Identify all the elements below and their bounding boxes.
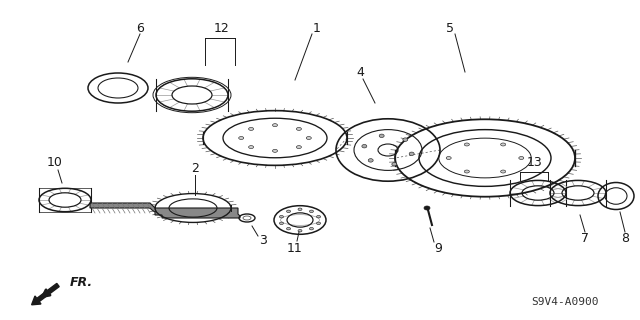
Ellipse shape — [310, 228, 314, 230]
Ellipse shape — [280, 222, 284, 225]
Ellipse shape — [298, 229, 302, 232]
Ellipse shape — [298, 208, 302, 211]
Text: 12: 12 — [214, 21, 230, 35]
Text: S9V4-A0900: S9V4-A0900 — [531, 297, 599, 307]
Ellipse shape — [368, 159, 373, 162]
Text: 10: 10 — [47, 156, 63, 170]
Ellipse shape — [296, 146, 301, 148]
Ellipse shape — [465, 143, 469, 146]
Ellipse shape — [307, 137, 311, 140]
FancyArrow shape — [31, 284, 60, 305]
Ellipse shape — [317, 222, 321, 225]
Text: 7: 7 — [581, 231, 589, 244]
Text: 6: 6 — [136, 21, 144, 35]
Ellipse shape — [239, 137, 244, 140]
Ellipse shape — [500, 143, 506, 146]
Ellipse shape — [465, 170, 469, 173]
Ellipse shape — [409, 152, 414, 156]
Text: 4: 4 — [356, 67, 364, 79]
Ellipse shape — [500, 170, 506, 173]
Polygon shape — [90, 203, 240, 218]
Ellipse shape — [379, 134, 384, 138]
Ellipse shape — [446, 156, 451, 159]
Ellipse shape — [317, 215, 321, 218]
Ellipse shape — [362, 144, 367, 148]
Ellipse shape — [273, 149, 278, 152]
Text: 9: 9 — [434, 242, 442, 254]
Text: 5: 5 — [446, 21, 454, 35]
Ellipse shape — [296, 127, 301, 131]
Text: 11: 11 — [287, 242, 303, 254]
Ellipse shape — [392, 163, 397, 166]
Ellipse shape — [248, 146, 253, 148]
Ellipse shape — [403, 138, 408, 141]
Ellipse shape — [280, 215, 284, 218]
Text: 13: 13 — [527, 156, 543, 170]
Ellipse shape — [273, 124, 278, 127]
Ellipse shape — [287, 228, 291, 230]
Text: 1: 1 — [313, 21, 321, 35]
Text: FR.: FR. — [70, 276, 93, 290]
Text: 3: 3 — [259, 234, 267, 246]
Text: 2: 2 — [191, 162, 199, 174]
Ellipse shape — [519, 156, 524, 159]
Text: 8: 8 — [621, 231, 629, 244]
Ellipse shape — [287, 210, 291, 212]
Ellipse shape — [248, 127, 253, 131]
Ellipse shape — [424, 206, 430, 210]
Ellipse shape — [310, 210, 314, 212]
